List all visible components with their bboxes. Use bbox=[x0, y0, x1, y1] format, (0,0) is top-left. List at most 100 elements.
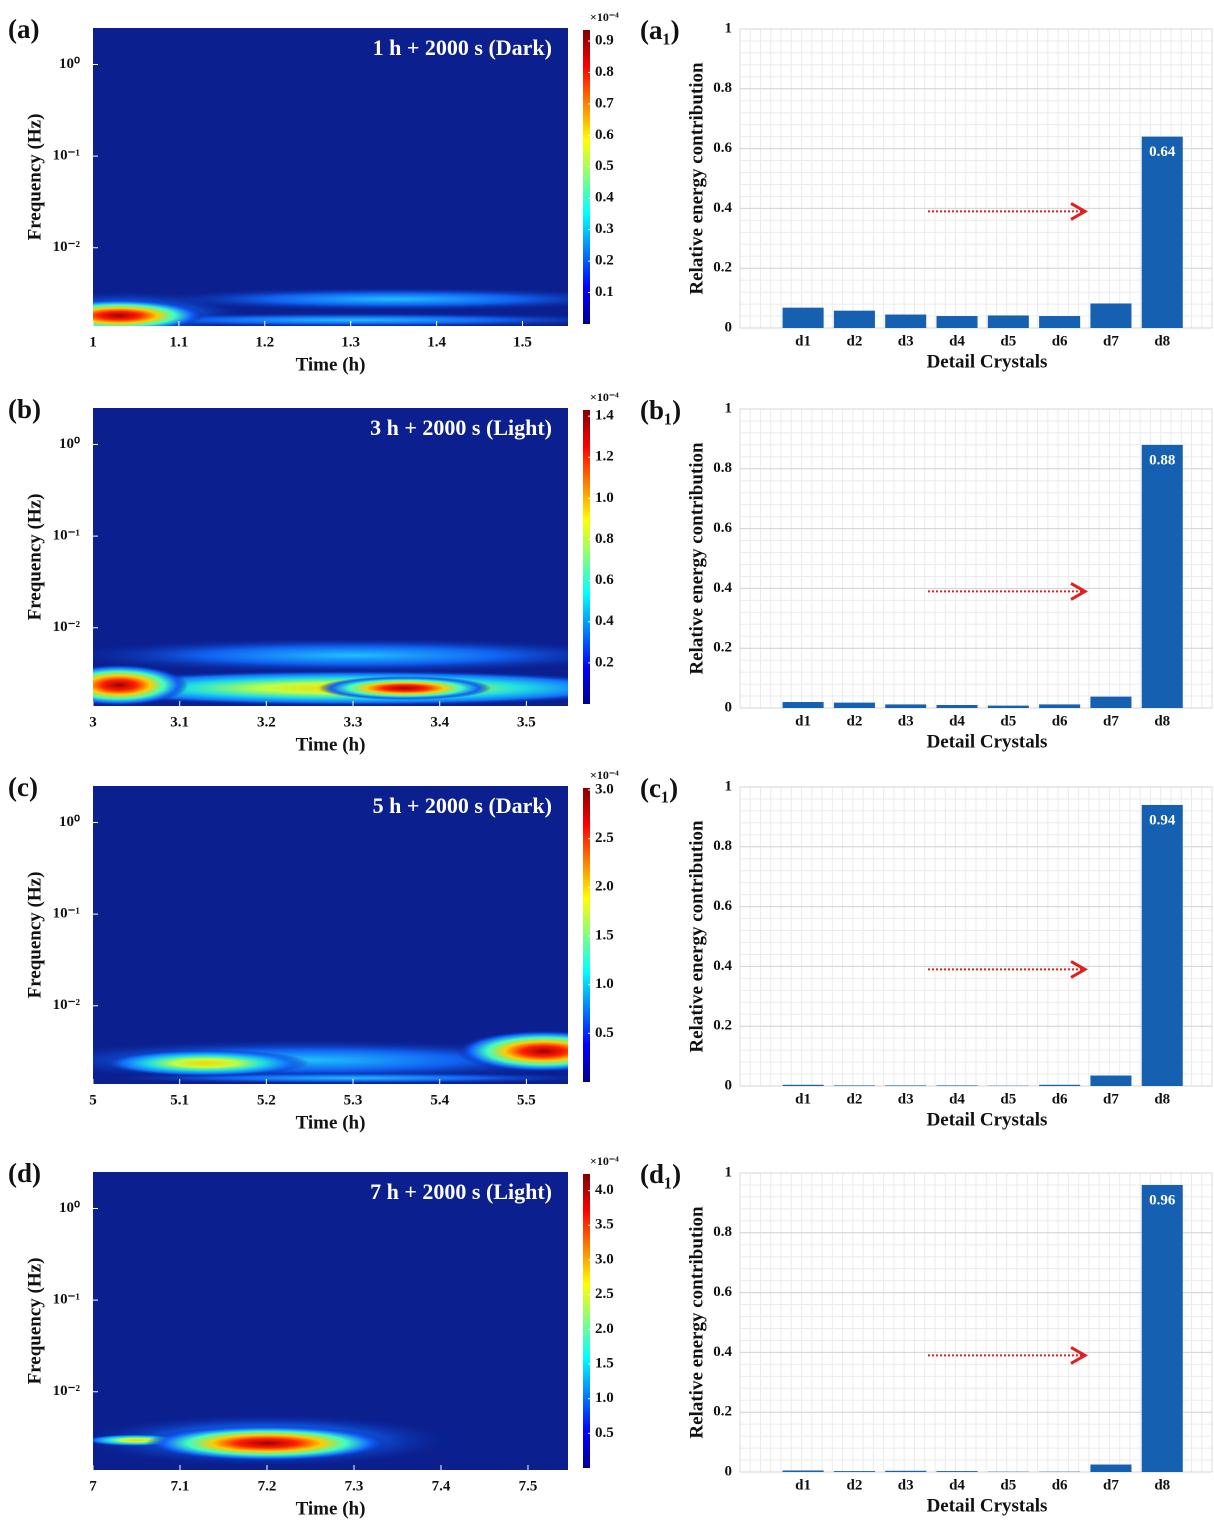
x-tick-label: d3 bbox=[898, 713, 914, 729]
x-tick-label: 7.4 bbox=[432, 1478, 451, 1494]
bar bbox=[1039, 316, 1081, 328]
y-tick-label: 1 bbox=[725, 778, 733, 794]
bar bbox=[1090, 303, 1132, 328]
colorbar-tick-label: 0.4 bbox=[595, 190, 614, 206]
colorbar-tick-label: 0.7 bbox=[595, 95, 614, 111]
x-tick-label: 3.1 bbox=[170, 714, 189, 730]
y-tick-label: 0 bbox=[725, 319, 733, 335]
colorbar-tick-label: 1.0 bbox=[595, 1390, 614, 1406]
y-tick-label: 10⁰ bbox=[59, 436, 80, 452]
bar bbox=[833, 1471, 875, 1472]
y-axis-label: Relative energy contribution bbox=[686, 820, 707, 1053]
spectrogram-feature bbox=[93, 637, 568, 674]
y-tick-label: 1 bbox=[725, 400, 733, 416]
y-tick-label: 1 bbox=[725, 20, 733, 36]
spectrogram-feature bbox=[136, 287, 568, 312]
spectrogram bbox=[93, 1030, 568, 1084]
x-tick-label: 5.2 bbox=[257, 1092, 276, 1108]
colorbar-tick-label: 0.5 bbox=[595, 1025, 614, 1041]
x-axis-label: Detail Crystals bbox=[927, 1109, 1048, 1130]
x-tick-label: d3 bbox=[898, 1477, 914, 1493]
x-axis-label: Detail Crystals bbox=[927, 731, 1048, 752]
y-tick-label: 10⁻² bbox=[53, 997, 81, 1013]
x-tick-label: d2 bbox=[846, 333, 862, 349]
bar bbox=[1090, 1075, 1132, 1086]
spectrogram-feature bbox=[93, 312, 568, 326]
y-tick-label: 1 bbox=[725, 1164, 733, 1180]
x-tick-label: 1.2 bbox=[255, 334, 274, 350]
x-tick-label: d8 bbox=[1154, 713, 1170, 729]
x-tick-label: d8 bbox=[1154, 333, 1170, 349]
x-tick-label: 5 bbox=[89, 1092, 97, 1108]
bar bbox=[833, 702, 875, 708]
colorbar-tick-label: 0.6 bbox=[595, 127, 614, 143]
y-tick-label: 0.2 bbox=[713, 1018, 732, 1034]
y-tick-label: 10⁻² bbox=[53, 619, 81, 635]
x-tick-label: 5.5 bbox=[517, 1092, 536, 1108]
x-tick-label: 1 bbox=[89, 334, 97, 350]
x-axis-label: Time (h) bbox=[296, 1498, 366, 1519]
x-tick-label: d1 bbox=[795, 713, 811, 729]
y-tick-label: 0.4 bbox=[713, 200, 732, 216]
y-tick-label: 10⁻² bbox=[53, 239, 81, 255]
colorbar-tick-label: 0.3 bbox=[595, 221, 614, 237]
y-tick-label: 10⁻² bbox=[53, 1383, 81, 1399]
y-tick-label: 10⁰ bbox=[59, 814, 80, 830]
x-tick-label: d1 bbox=[795, 1091, 811, 1107]
heatmap-background bbox=[93, 786, 568, 1084]
x-tick-label: 7.1 bbox=[171, 1478, 190, 1494]
colorbar bbox=[583, 1174, 590, 1468]
x-tick-label: 5.4 bbox=[430, 1092, 449, 1108]
colorbar-tick-label: 0.5 bbox=[595, 1425, 614, 1441]
x-tick-label: d7 bbox=[1103, 1091, 1119, 1107]
x-tick-label: d2 bbox=[846, 713, 862, 729]
colorbar-tick-label: 0.4 bbox=[595, 613, 614, 629]
colorbar-scale: ×10⁻⁴ bbox=[590, 1154, 619, 1168]
panel-title: 5 h + 2000 s (Dark) bbox=[373, 793, 552, 818]
bar bbox=[1039, 704, 1081, 708]
spectrogram-feature bbox=[93, 664, 189, 706]
x-tick-label: d3 bbox=[898, 333, 914, 349]
spectrogram-feature bbox=[457, 1030, 568, 1073]
colorbar-tick-label: 0.9 bbox=[595, 32, 614, 48]
bar bbox=[936, 316, 978, 328]
bar bbox=[1141, 444, 1183, 708]
colorbar-tick-label: 3.0 bbox=[595, 781, 614, 797]
bar bbox=[885, 704, 927, 708]
y-tick-label: 0.2 bbox=[713, 1404, 732, 1420]
heatmap-background bbox=[93, 28, 568, 326]
panel-label: (a₁) bbox=[640, 15, 680, 45]
spectrogram-feature bbox=[318, 676, 492, 701]
y-tick-label: 0.8 bbox=[713, 80, 732, 96]
bar bbox=[936, 1085, 978, 1086]
spectrogram bbox=[93, 287, 568, 326]
x-tick-label: d4 bbox=[949, 333, 965, 349]
y-axis-label: Relative energy contribution bbox=[686, 1206, 707, 1439]
x-tick-label: 7.3 bbox=[345, 1478, 364, 1494]
y-tick-label: 0.6 bbox=[713, 140, 732, 156]
colorbar-scale: ×10⁻⁴ bbox=[590, 390, 619, 404]
x-tick-label: d2 bbox=[846, 1091, 862, 1107]
x-tick-label: d6 bbox=[1052, 333, 1068, 349]
x-tick-label: d5 bbox=[1000, 1477, 1016, 1493]
x-tick-label: 3.3 bbox=[344, 714, 363, 730]
colorbar-tick-label: 2.5 bbox=[595, 830, 614, 846]
x-tick-label: d5 bbox=[1000, 713, 1016, 729]
y-axis-label: Relative energy contribution bbox=[686, 442, 707, 675]
colorbar bbox=[583, 788, 590, 1082]
y-tick-label: 0.6 bbox=[713, 898, 732, 914]
colorbar-tick-label: 1.2 bbox=[595, 449, 614, 465]
y-axis-label: Relative energy contribution bbox=[686, 62, 707, 295]
colorbar-tick-label: 3.5 bbox=[595, 1217, 614, 1233]
colorbar-tick-label: 2.0 bbox=[595, 1321, 614, 1337]
bar bbox=[885, 314, 927, 328]
y-axis-label: Frequency (Hz) bbox=[24, 1258, 45, 1385]
y-tick-label: 10⁻¹ bbox=[53, 148, 80, 164]
panel-label: (c₁) bbox=[640, 773, 678, 803]
bar bbox=[782, 307, 824, 328]
colorbar-tick-label: 1.4 bbox=[595, 408, 614, 424]
panel-label: (b) bbox=[8, 394, 41, 424]
colorbar-tick-label: 2.5 bbox=[595, 1286, 614, 1302]
colorbar-tick-label: 2.0 bbox=[595, 879, 614, 895]
y-tick-label: 0.4 bbox=[713, 580, 732, 596]
